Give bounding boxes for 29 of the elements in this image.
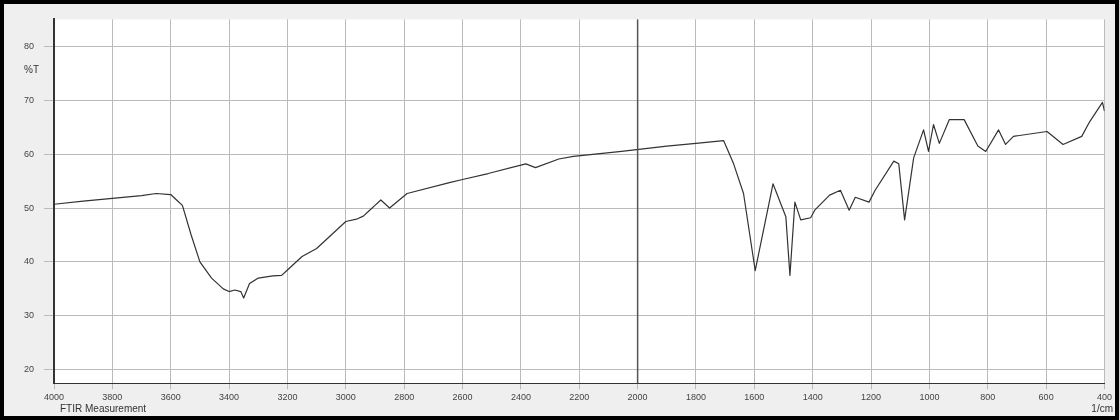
x-tick-label: 2200 — [569, 392, 590, 403]
x-tick-label: 3200 — [277, 392, 298, 403]
y-tick-label: 30 — [24, 310, 35, 321]
y-tick-label: 40 — [24, 256, 35, 267]
y-tick-label: 50 — [24, 202, 35, 213]
x-tick-label: 800 — [980, 392, 996, 403]
x-tick-label: 2400 — [510, 392, 531, 403]
x-tick-label: 2800 — [394, 392, 415, 403]
x-tick-label: 600 — [1038, 392, 1054, 403]
y-axis-title: %T — [24, 64, 39, 75]
y-tick-label: 20 — [24, 364, 35, 375]
x-tick-label: 1200 — [861, 392, 882, 403]
x-tick-label: 1000 — [919, 392, 940, 403]
x-axis-title: 1/cm — [1091, 403, 1113, 414]
y-tick-label: 70 — [24, 94, 35, 105]
x-tick-label: 1600 — [744, 392, 765, 403]
x-tick-label: 2600 — [452, 392, 473, 403]
y-tick-label: 60 — [24, 148, 35, 159]
x-tick-label: 1800 — [685, 392, 706, 403]
y-tick-label: 80 — [24, 40, 35, 51]
x-tick-label: 1400 — [802, 392, 823, 403]
x-tick-label: 3400 — [219, 392, 240, 403]
x-tick-label: 3000 — [335, 392, 356, 403]
x-tick-label: 2000 — [627, 392, 648, 403]
x-tick-label: 3600 — [160, 392, 181, 403]
x-tick-label: 3800 — [102, 392, 123, 403]
x-tick-label: 4000 — [44, 392, 65, 403]
text: FTIR Measurement — [60, 403, 147, 414]
x-tick-label: 400 — [1096, 392, 1113, 403]
